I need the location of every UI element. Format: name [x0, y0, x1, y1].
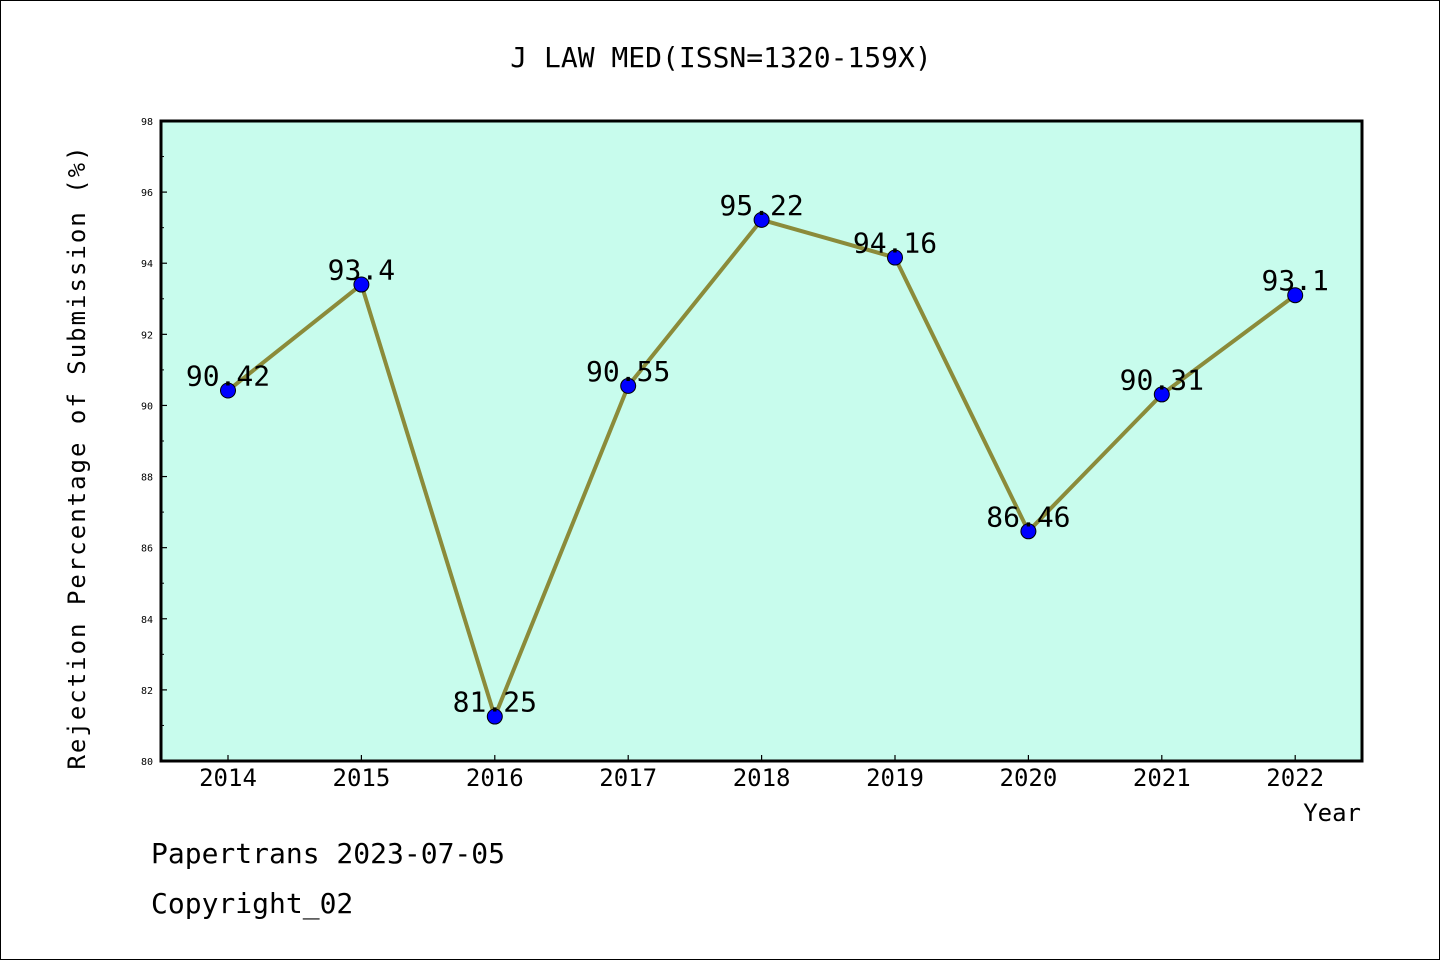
data-point [1153, 386, 1170, 403]
data-point [887, 249, 903, 266]
x-tick-label: 2015 [333, 764, 391, 792]
x-axis-label: Year [1303, 799, 1361, 827]
series-layer: 90.42 93.4 81.25 90.55 95.22 94.16 86.46 90.31 9… [186, 189, 1329, 725]
data-label: 81.25 [453, 686, 537, 719]
y-tick-label: 90 [141, 401, 153, 412]
y-tick-label: 88 [141, 473, 153, 484]
data-label: 93.4 [328, 254, 395, 287]
data-label: 90.31 [1120, 363, 1204, 396]
data-label: 94.16 [853, 227, 937, 260]
x-tick-label: 2021 [1133, 764, 1191, 792]
y-tick-label: 98 [141, 117, 153, 128]
x-tick-label: 2018 [733, 764, 791, 792]
data-point [1287, 287, 1304, 304]
x-tick-label: 2020 [1000, 764, 1058, 792]
y-tick-label: 92 [141, 330, 153, 341]
y-tick-label: 86 [141, 544, 153, 555]
data-label: 90.42 [186, 360, 270, 393]
x-tick-label: 2022 [1266, 764, 1324, 792]
chart-title: J LAW MED(ISSN=1320-159X) [510, 41, 931, 74]
data-label: 93.1 [1261, 264, 1328, 297]
data-point [753, 211, 770, 228]
x-tick-label: 2014 [199, 764, 257, 792]
footer-date: Papertrans 2023-07-05 [151, 837, 506, 870]
data-label: 90.55 [586, 355, 670, 388]
x-tick-label: 2017 [599, 764, 657, 792]
data-point [486, 708, 503, 725]
data-label: 95.22 [719, 189, 803, 222]
data-label: 86.46 [986, 500, 1070, 533]
y-tick-label: 84 [141, 615, 153, 626]
y-tick-label: 82 [141, 686, 153, 697]
data-point [353, 276, 370, 293]
data-point [1020, 523, 1037, 540]
data-point [620, 377, 637, 394]
footer-copyright: Copyright_02 [151, 887, 354, 920]
y-axis-label: Rejection Percentage of Submission (%) [63, 144, 91, 769]
x-tick-label: 2019 [866, 764, 924, 792]
y-tick-label: 94 [141, 259, 153, 270]
y-tick-label: 96 [141, 188, 153, 199]
x-axis: 2014 2015 2016 2017 2018 2019 2020 2021 2022 [199, 755, 1324, 792]
x-tick-label: 2016 [466, 764, 524, 792]
plot-border [159, 119, 1364, 763]
data-point [220, 382, 236, 399]
y-tick-label: 80 [141, 757, 153, 768]
